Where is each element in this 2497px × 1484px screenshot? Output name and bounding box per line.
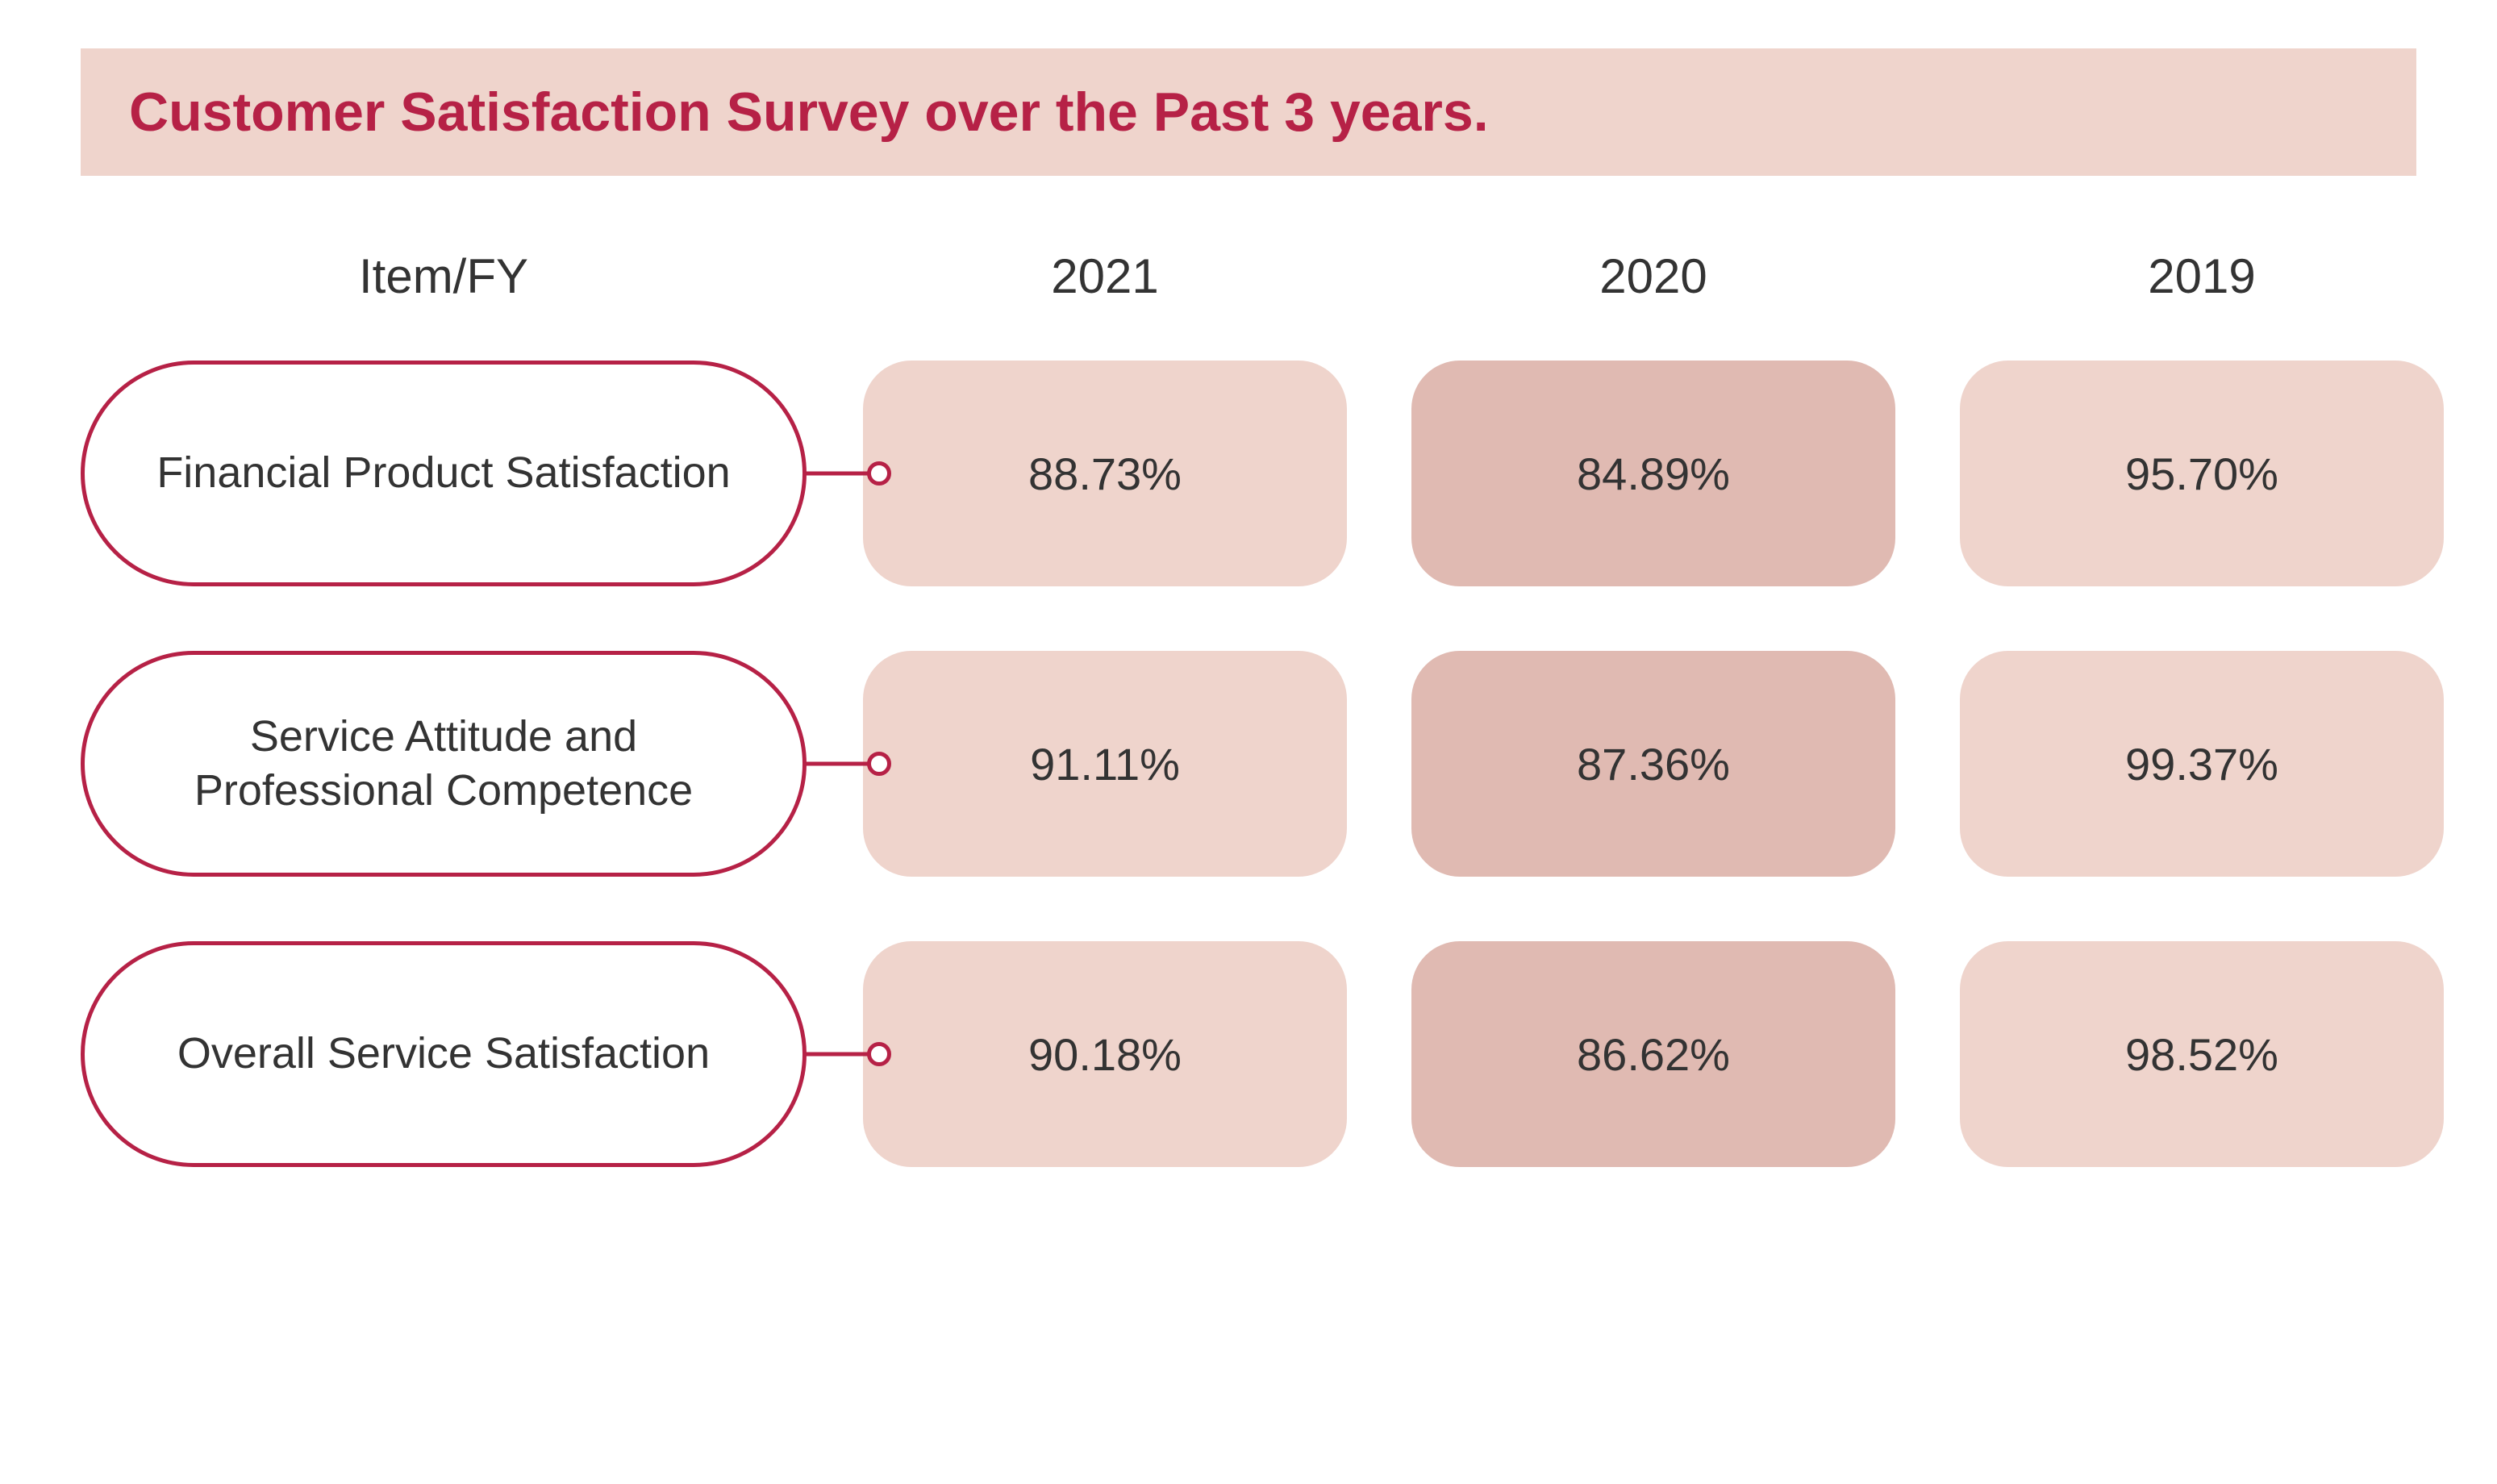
value-box: 86.62% (1411, 941, 1895, 1167)
page-root: Customer Satisfaction Survey over the Pa… (0, 0, 2497, 1484)
item-pill: Overall Service Satisfaction (81, 941, 807, 1167)
value-text: 98.52% (2125, 1028, 2278, 1081)
header-year-2: 2019 (1960, 248, 2444, 304)
value-box: 90.18% (863, 941, 1347, 1167)
header-item-label: Item/FY (81, 248, 807, 304)
value-box: 91.11% (863, 651, 1347, 877)
value-text: 95.70% (2125, 448, 2278, 500)
connector (807, 361, 863, 586)
item-label: Overall Service Satisfaction (177, 1027, 710, 1082)
value-text: 88.73% (1028, 448, 1182, 500)
header-year-0: 2021 (863, 248, 1347, 304)
value-box: 87.36% (1411, 651, 1895, 877)
value-text: 84.89% (1577, 448, 1730, 500)
value-box: 98.52% (1960, 941, 2444, 1167)
column-gap (1347, 941, 1411, 1167)
value-text: 86.62% (1577, 1028, 1730, 1081)
data-row: Overall Service Satisfaction 90.18% 86.62%… (81, 941, 2416, 1167)
item-pill: Service Attitude and Professional Compet… (81, 651, 807, 877)
column-gap (1347, 651, 1411, 877)
connector (807, 651, 863, 877)
data-row: Financial Product Satisfaction 88.73% 84.8… (81, 361, 2416, 586)
title-bar: Customer Satisfaction Survey over the Pa… (81, 48, 2416, 176)
value-text: 87.36% (1577, 738, 1730, 790)
connector-dot-icon (867, 752, 891, 776)
value-box: 84.89% (1411, 361, 1895, 586)
value-text: 99.37% (2125, 738, 2278, 790)
column-gap (1895, 361, 1960, 586)
value-text: 91.11% (1030, 738, 1180, 790)
connector (807, 941, 863, 1167)
title-text: Customer Satisfaction Survey over the Pa… (129, 81, 1489, 143)
item-label: Financial Product Satisfaction (156, 446, 730, 501)
header-year-1: 2020 (1411, 248, 1895, 304)
connector-dot-icon (867, 1042, 891, 1066)
connector-dot-icon (867, 461, 891, 486)
column-gap (1895, 651, 1960, 877)
header-row: Item/FY 2021 2020 2019 (81, 248, 2416, 304)
column-gap (1347, 361, 1411, 586)
value-box: 99.37% (1960, 651, 2444, 877)
data-row: Service Attitude and Professional Compet… (81, 651, 2416, 877)
value-box: 95.70% (1960, 361, 2444, 586)
value-box: 88.73% (863, 361, 1347, 586)
item-pill: Financial Product Satisfaction (81, 361, 807, 586)
rows-container: Financial Product Satisfaction 88.73% 84.8… (81, 361, 2416, 1167)
value-text: 90.18% (1028, 1028, 1182, 1081)
item-label: Service Attitude and Professional Compet… (133, 710, 754, 819)
column-gap (1895, 941, 1960, 1167)
